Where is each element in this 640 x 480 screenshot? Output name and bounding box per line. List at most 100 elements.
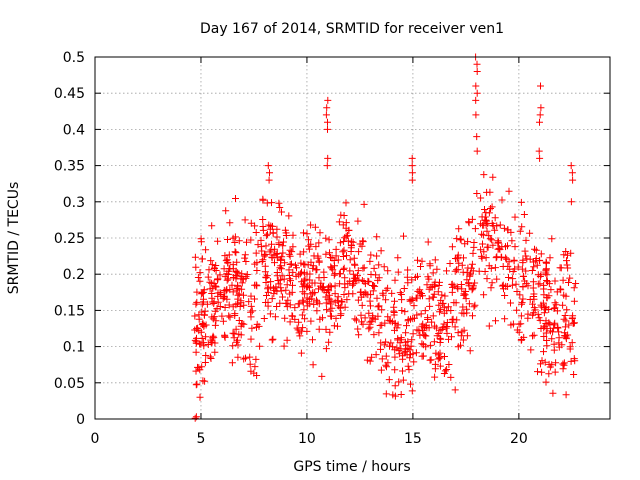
data-point (200, 311, 208, 319)
data-point (382, 338, 390, 346)
data-point (224, 236, 231, 243)
y-tick-label: 0.35 (54, 159, 85, 175)
data-point (521, 247, 529, 255)
data-point (481, 213, 489, 221)
data-point (529, 278, 537, 286)
data-point (563, 257, 570, 265)
data-point (221, 252, 229, 260)
data-point (315, 239, 323, 247)
data-point (450, 299, 458, 307)
data-point (340, 253, 347, 260)
data-point (233, 258, 241, 266)
data-point (234, 341, 242, 349)
data-point (324, 154, 332, 162)
data-point (359, 264, 367, 272)
data-point (487, 205, 494, 212)
data-point (473, 147, 481, 155)
data-point (480, 171, 488, 179)
data-point (191, 326, 199, 334)
data-point (537, 271, 545, 279)
data-point (516, 227, 524, 235)
data-point (416, 331, 424, 339)
data-point (208, 261, 216, 269)
data-point (248, 307, 256, 315)
data-point (225, 251, 233, 259)
data-point (469, 282, 477, 290)
data-point (319, 314, 326, 322)
data-point (198, 335, 206, 342)
data-point (460, 291, 468, 299)
data-point (295, 329, 303, 337)
data-point (560, 291, 568, 299)
y-tick-label: 0.45 (54, 86, 85, 102)
data-point (473, 133, 481, 141)
data-point (377, 345, 384, 353)
data-point (518, 300, 525, 308)
data-point (340, 212, 348, 219)
data-point (358, 301, 366, 309)
data-point (253, 323, 260, 331)
y-tick-label: 0.4 (63, 122, 85, 138)
data-point (223, 295, 231, 303)
data-point (194, 324, 202, 332)
data-point (329, 266, 337, 274)
data-point (534, 368, 541, 376)
data-point (198, 363, 206, 371)
data-point (365, 309, 373, 317)
data-point (483, 227, 491, 235)
data-point (545, 319, 553, 327)
data-point (410, 302, 418, 310)
data-point (320, 286, 328, 294)
data-point (296, 332, 304, 340)
data-point (540, 309, 548, 317)
data-point (458, 328, 466, 336)
data-point (557, 264, 565, 272)
data-point (196, 393, 204, 401)
data-point (395, 346, 403, 354)
data-point (546, 320, 554, 328)
data-point (465, 279, 472, 287)
data-point (271, 313, 279, 321)
data-point (429, 293, 437, 301)
data-point (193, 380, 201, 388)
data-point (408, 176, 416, 184)
data-point (495, 244, 503, 252)
data-point (501, 315, 509, 323)
data-point (405, 366, 413, 374)
data-point (551, 299, 559, 307)
data-point (543, 271, 551, 279)
data-point (457, 281, 465, 288)
data-point (496, 221, 504, 229)
data-point (404, 338, 412, 346)
data-point (322, 234, 330, 242)
data-point (391, 382, 399, 390)
data-point (353, 316, 360, 324)
data-point (444, 303, 452, 311)
data-point (443, 307, 451, 315)
data-point (343, 296, 351, 304)
data-point (356, 288, 364, 296)
data-point (259, 196, 267, 204)
data-point (211, 348, 219, 356)
data-point (338, 298, 346, 306)
data-point (232, 301, 240, 309)
data-point (463, 309, 471, 317)
data-point (208, 290, 216, 297)
data-point (355, 276, 363, 284)
data-point (295, 300, 303, 308)
data-point (330, 271, 338, 279)
data-point (303, 327, 311, 335)
data-point (282, 286, 290, 294)
data-point (409, 330, 417, 338)
data-point (240, 355, 248, 363)
data-point (225, 312, 233, 320)
data-point (298, 278, 306, 286)
data-point (309, 361, 317, 369)
data-point (488, 236, 496, 244)
data-point (424, 314, 432, 322)
data-point (283, 336, 291, 344)
data-point (200, 322, 208, 330)
y-tick-label: 0.25 (54, 231, 85, 247)
data-point (305, 242, 313, 250)
data-point (238, 285, 246, 293)
